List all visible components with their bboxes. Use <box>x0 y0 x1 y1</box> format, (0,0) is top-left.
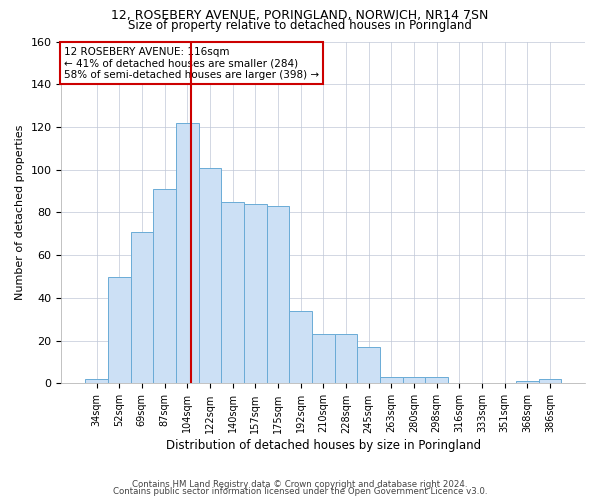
Text: 12, ROSEBERY AVENUE, PORINGLAND, NORWICH, NR14 7SN: 12, ROSEBERY AVENUE, PORINGLAND, NORWICH… <box>112 9 488 22</box>
Bar <box>425 377 448 384</box>
Bar <box>380 377 403 384</box>
Bar <box>403 377 425 384</box>
Bar <box>289 311 312 384</box>
Text: Contains HM Land Registry data © Crown copyright and database right 2024.: Contains HM Land Registry data © Crown c… <box>132 480 468 489</box>
Bar <box>153 189 176 384</box>
Y-axis label: Number of detached properties: Number of detached properties <box>15 125 25 300</box>
Text: Size of property relative to detached houses in Poringland: Size of property relative to detached ho… <box>128 18 472 32</box>
Bar <box>176 122 199 384</box>
Bar <box>312 334 335 384</box>
X-axis label: Distribution of detached houses by size in Poringland: Distribution of detached houses by size … <box>166 440 481 452</box>
Text: Contains public sector information licensed under the Open Government Licence v3: Contains public sector information licen… <box>113 488 487 496</box>
Bar <box>539 379 561 384</box>
Bar <box>244 204 266 384</box>
Bar <box>357 347 380 384</box>
Text: 12 ROSEBERY AVENUE: 116sqm
← 41% of detached houses are smaller (284)
58% of sem: 12 ROSEBERY AVENUE: 116sqm ← 41% of deta… <box>64 46 319 80</box>
Bar <box>85 379 108 384</box>
Bar <box>266 206 289 384</box>
Bar <box>516 382 539 384</box>
Bar <box>108 276 131 384</box>
Bar <box>221 202 244 384</box>
Bar <box>131 232 153 384</box>
Bar <box>199 168 221 384</box>
Bar <box>335 334 357 384</box>
